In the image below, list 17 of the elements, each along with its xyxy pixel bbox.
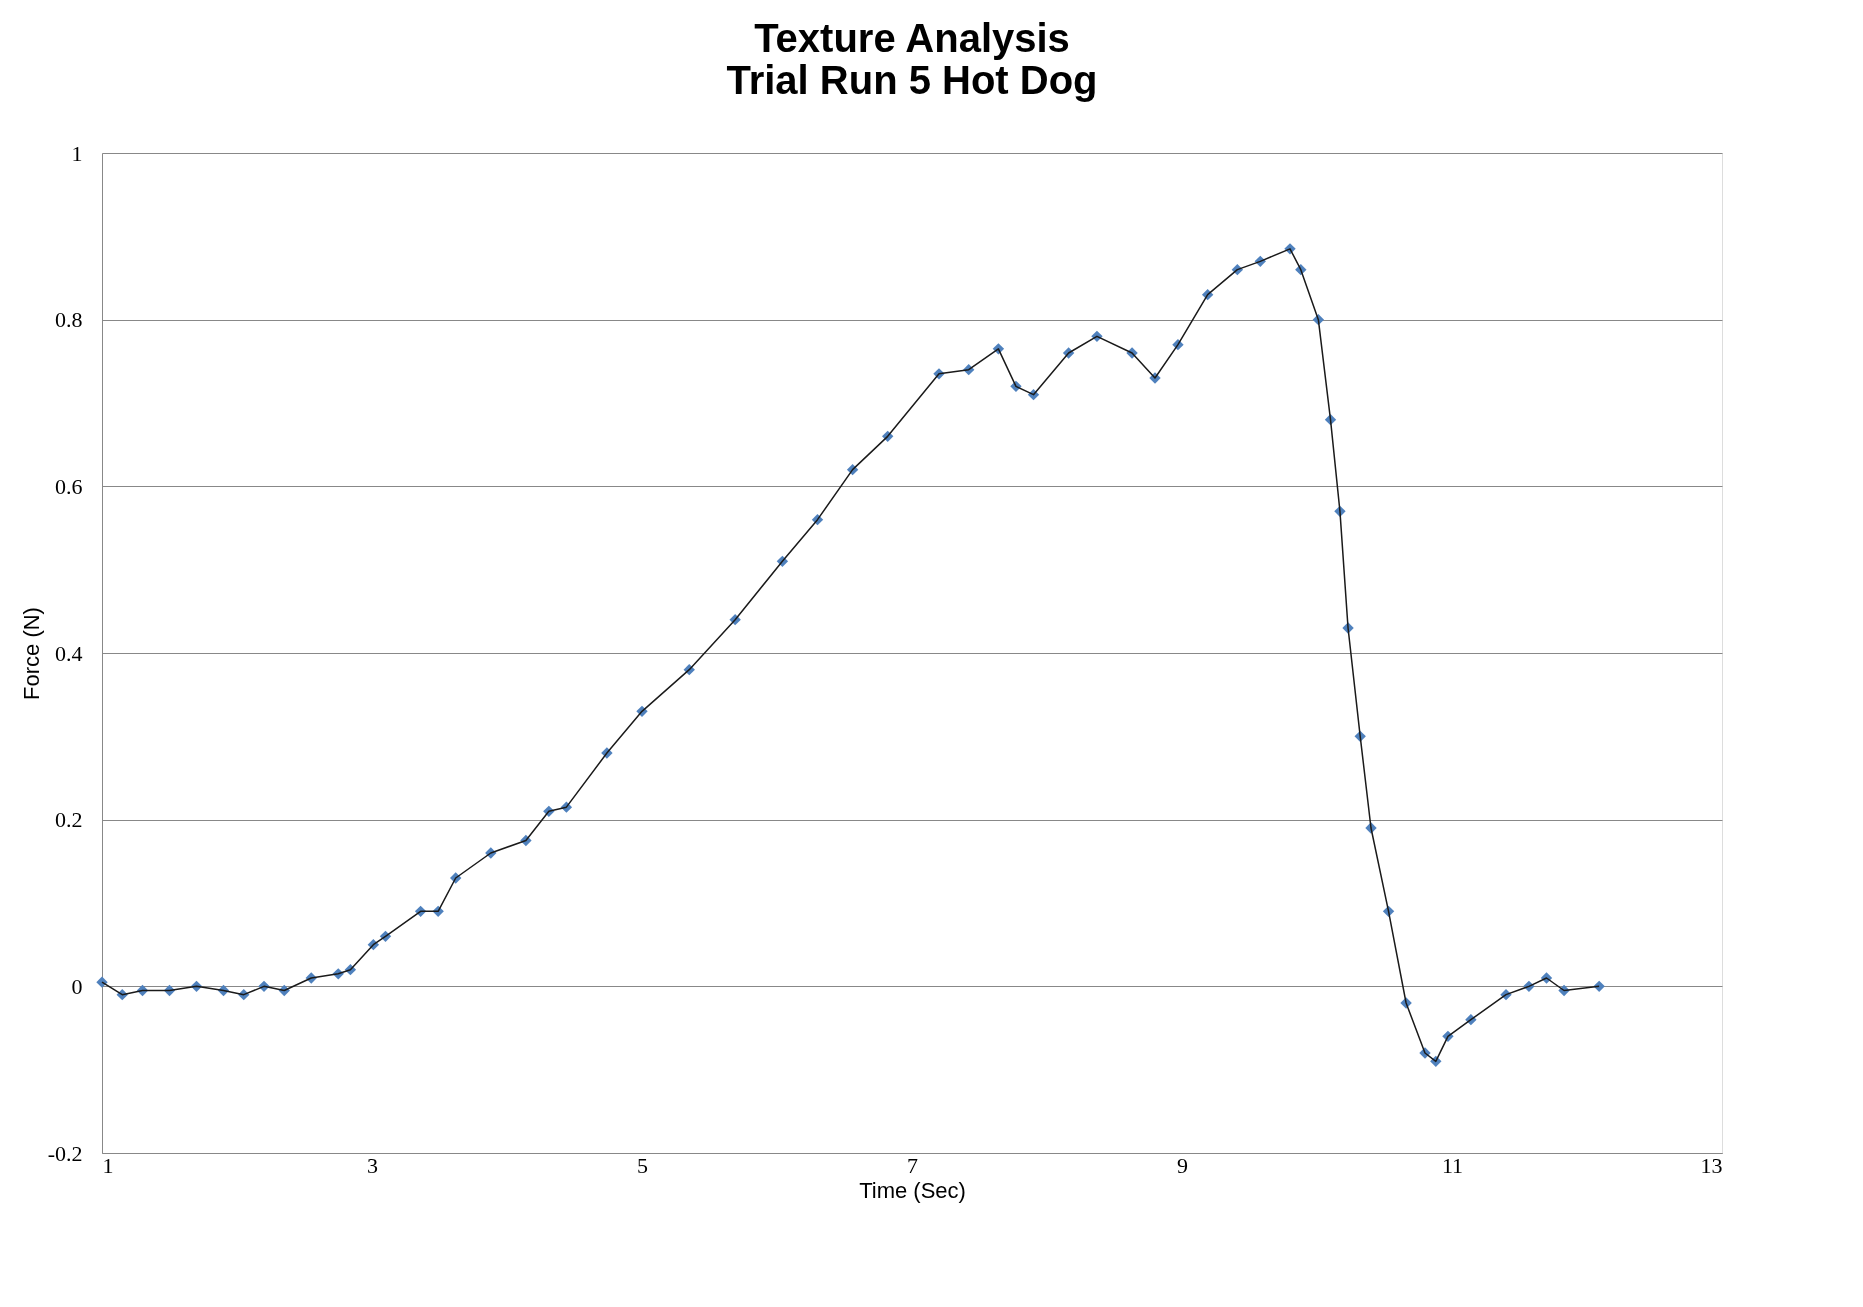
y-axis-title: Force (N) — [18, 607, 44, 700]
x-tick-label: 9 — [1177, 1152, 1188, 1178]
x-tick-label: 11 — [1441, 1152, 1464, 1178]
y-tick-label: 0.2 — [55, 807, 83, 833]
y-tick-label: 1 — [71, 140, 83, 166]
x-tick-label: 7 — [907, 1152, 918, 1178]
y-tick-label: 0.6 — [55, 473, 83, 499]
y-tick-label: -0.2 — [47, 1140, 83, 1166]
x-tick-label: 5 — [637, 1152, 648, 1178]
x-tick-label: 1 — [102, 1152, 114, 1178]
y-tick-label: 0 — [71, 973, 83, 999]
x-axis-title: Time (Sec) — [859, 1177, 966, 1203]
y-tick-label: 0.8 — [55, 307, 83, 333]
text: Texture Analysis — [754, 16, 1070, 60]
y-tick-label: 0.4 — [55, 640, 83, 666]
x-tick-label: 3 — [367, 1152, 378, 1178]
x-tick-label: 13 — [1700, 1152, 1723, 1178]
